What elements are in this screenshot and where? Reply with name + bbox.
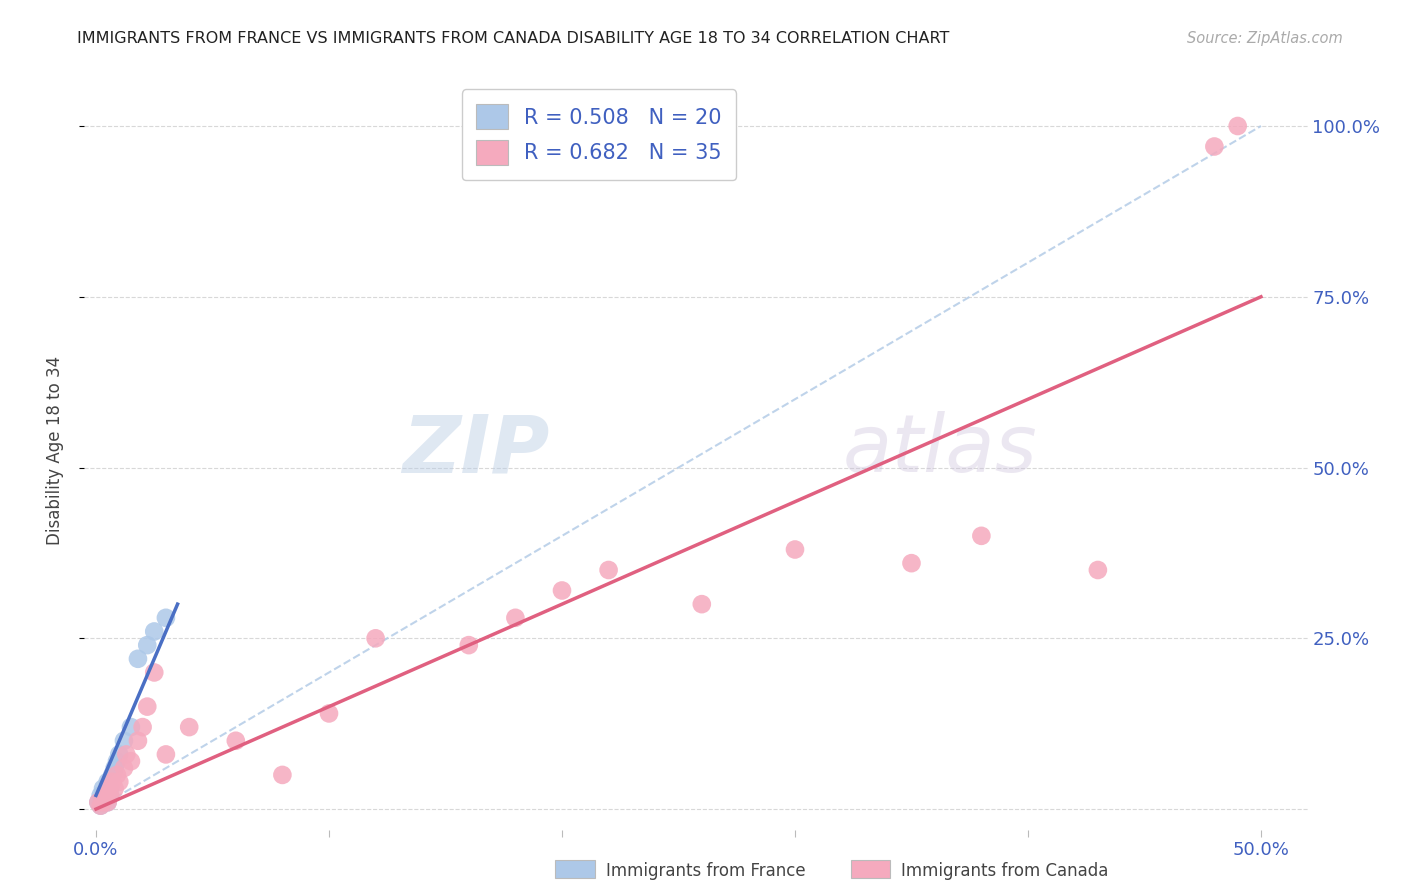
Point xyxy=(1226,119,1249,133)
Point xyxy=(108,747,131,762)
Point xyxy=(90,789,112,803)
Point xyxy=(98,789,121,803)
Text: ZIP: ZIP xyxy=(402,411,550,490)
Point xyxy=(271,768,294,782)
Text: atlas: atlas xyxy=(842,411,1038,490)
Point xyxy=(143,665,166,680)
Point xyxy=(1204,139,1226,153)
Point xyxy=(318,706,340,721)
Text: Immigrants from France: Immigrants from France xyxy=(606,862,806,880)
Point xyxy=(98,781,121,796)
Point xyxy=(104,781,127,796)
Text: Source: ZipAtlas.com: Source: ZipAtlas.com xyxy=(1187,31,1343,46)
Point xyxy=(115,747,138,762)
Point xyxy=(94,789,117,803)
Point xyxy=(98,789,121,803)
Point xyxy=(120,720,142,734)
Legend: R = 0.508   N = 20, R = 0.682   N = 35: R = 0.508 N = 20, R = 0.682 N = 35 xyxy=(461,89,737,180)
Point xyxy=(104,761,127,775)
Point xyxy=(457,638,479,652)
Point xyxy=(120,754,142,768)
Point xyxy=(87,795,110,809)
Point xyxy=(112,733,135,747)
Point xyxy=(108,774,131,789)
Point xyxy=(97,795,120,809)
Point xyxy=(900,556,922,570)
Point xyxy=(690,597,713,611)
Point xyxy=(155,611,177,625)
Point xyxy=(87,795,110,809)
Point xyxy=(127,733,149,747)
Point xyxy=(91,795,114,809)
Point xyxy=(91,795,114,809)
Point xyxy=(97,774,120,789)
Point xyxy=(179,720,201,734)
Text: IMMIGRANTS FROM FRANCE VS IMMIGRANTS FROM CANADA DISABILITY AGE 18 TO 34 CORRELA: IMMIGRANTS FROM FRANCE VS IMMIGRANTS FRO… xyxy=(77,31,949,46)
Point xyxy=(131,720,153,734)
Point xyxy=(97,795,120,809)
Point xyxy=(127,652,149,666)
Point xyxy=(155,747,177,762)
Point xyxy=(112,761,135,775)
Point xyxy=(90,798,112,813)
Point xyxy=(143,624,166,639)
Point xyxy=(505,611,527,625)
Point xyxy=(970,529,993,543)
Point xyxy=(1087,563,1109,577)
Text: Immigrants from Canada: Immigrants from Canada xyxy=(901,862,1108,880)
Point xyxy=(90,798,112,813)
Point xyxy=(97,781,120,796)
Point xyxy=(101,768,124,782)
Point xyxy=(551,583,574,598)
Point xyxy=(598,563,620,577)
Point xyxy=(91,781,114,796)
Point xyxy=(783,542,806,557)
Point xyxy=(101,774,124,789)
Point xyxy=(94,789,117,803)
Y-axis label: Disability Age 18 to 34: Disability Age 18 to 34 xyxy=(45,356,63,545)
Point xyxy=(105,768,128,782)
Point xyxy=(364,632,387,646)
Point xyxy=(105,754,128,768)
Point xyxy=(136,699,159,714)
Point xyxy=(225,733,247,747)
Point xyxy=(136,638,159,652)
